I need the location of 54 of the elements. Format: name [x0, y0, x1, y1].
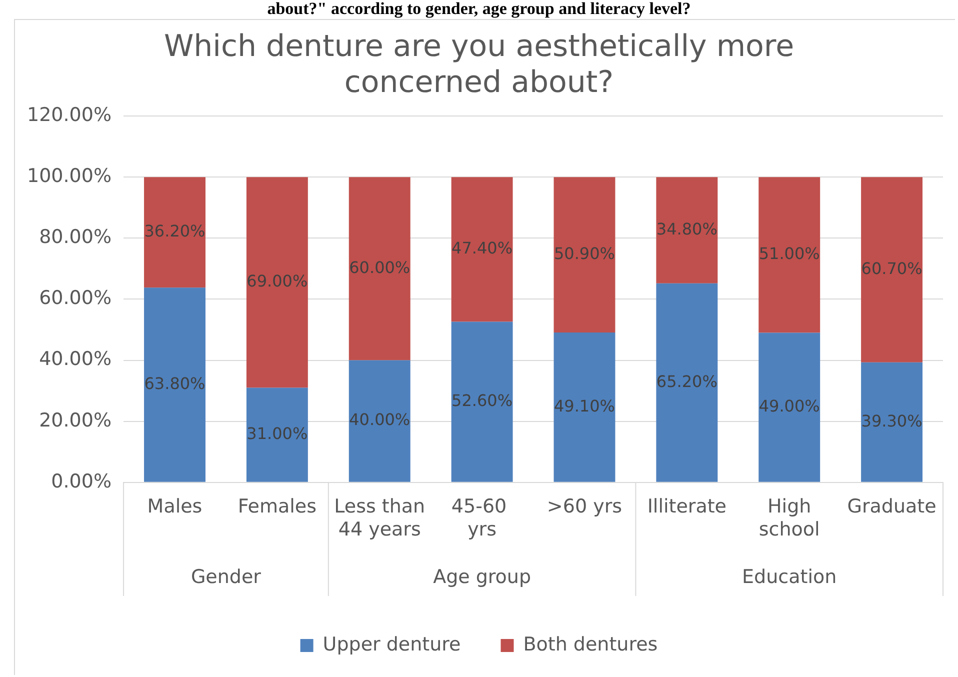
text: Age group: [433, 566, 532, 588]
x-tick-label: >60 yrs: [546, 496, 622, 518]
bar: [656, 177, 718, 284]
data-label: 51.00%: [758, 244, 820, 264]
bar: [246, 388, 308, 482]
bar: [656, 283, 718, 482]
data-label: 52.60%: [452, 391, 513, 410]
data-label: 34.80%: [656, 219, 718, 238]
text: Gender: [190, 566, 262, 588]
y-tick-label: 20.00%: [39, 409, 112, 432]
data-label: 65.20%: [656, 372, 718, 391]
y-tick-label: 40.00%: [39, 348, 112, 370]
data-label: 49.00%: [758, 396, 820, 416]
x-tick-label: High school: [758, 496, 820, 541]
bar: [144, 177, 206, 288]
x-tick-label: Graduate: [847, 496, 936, 518]
bar: [451, 177, 513, 322]
bar: [861, 177, 923, 362]
x-tick-label: 45-60 yrs: [451, 496, 513, 541]
data-label: 50.90%: [554, 244, 615, 263]
data-label: 40.00%: [349, 410, 410, 430]
bar: [554, 177, 616, 332]
x-tick-label: Males: [147, 496, 202, 518]
y-tick-label: 0.00%: [51, 470, 112, 492]
data-label: 60.70%: [861, 258, 922, 278]
data-label: 69.00%: [246, 272, 308, 291]
data-label: 31.00%: [246, 424, 308, 443]
bar: [348, 360, 410, 482]
data-label: 49.10%: [554, 396, 615, 416]
text: Education: [742, 566, 837, 588]
bar: [861, 362, 923, 482]
x-tick-label: Illiterate: [647, 496, 727, 518]
data-label: 63.80%: [144, 374, 206, 393]
y-tick-label: 100.00%: [26, 165, 112, 188]
y-tick-label: 80.00%: [39, 226, 112, 248]
data-label: 47.40%: [452, 238, 513, 258]
bar: [246, 177, 308, 388]
chart-title: Which denture are you aesthetically more concerned about?: [164, 28, 794, 100]
bar: [348, 177, 410, 360]
y-tick-label: 60.00%: [39, 287, 112, 310]
data-label: 60.00%: [349, 258, 410, 277]
legend-label: Upper denture: [322, 633, 461, 656]
data-label: 36.20%: [144, 221, 206, 240]
bar: [144, 288, 206, 482]
x-tick-label: Less than 44 years: [334, 496, 426, 541]
data-label: 39.30%: [861, 411, 922, 430]
bar: [554, 332, 616, 482]
x-tick-label: Females: [238, 496, 316, 518]
bar: [758, 177, 820, 333]
text: about?" according to gender, age group and literacy level?: [266, 0, 692, 18]
y-tick-label: 120.00%: [26, 104, 112, 126]
legend-label: Both dentures: [523, 633, 658, 656]
bar: [758, 332, 820, 482]
bar: [451, 322, 513, 482]
